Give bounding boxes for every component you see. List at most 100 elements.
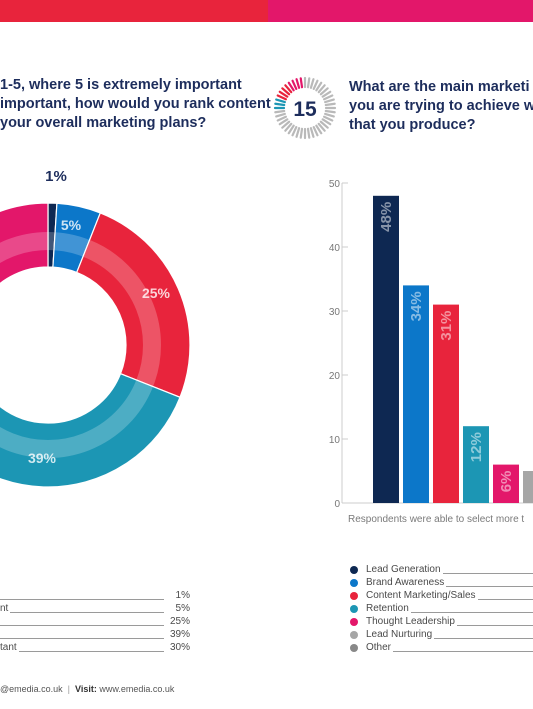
y-tick-label: 0 bbox=[334, 499, 340, 510]
badge-tick bbox=[321, 90, 332, 98]
bar bbox=[523, 471, 533, 503]
bar-legend-row: Content Marketing/Sales bbox=[350, 590, 533, 603]
y-tick-label: 30 bbox=[329, 307, 341, 318]
bar-value-label: 12% bbox=[468, 432, 485, 462]
badge-tick bbox=[309, 78, 315, 89]
donut-legend: 1% nt 5% 25% 39% tant 30% bbox=[0, 590, 190, 655]
left-question-title: 1-5, where 5 is extremely important impo… bbox=[0, 77, 271, 131]
bar-legend-swatch bbox=[350, 566, 358, 574]
bar bbox=[373, 195, 399, 504]
badge-tick bbox=[324, 98, 335, 104]
badge-tick bbox=[324, 109, 336, 114]
donut-legend-label: tant bbox=[0, 642, 19, 653]
bar-legend-label: Other bbox=[366, 642, 394, 653]
donut-slice-label: 39% bbox=[28, 450, 57, 466]
donut-legend-leader bbox=[0, 612, 164, 613]
footer-visit-label: Visit: bbox=[75, 684, 97, 694]
bar-legend-label: Brand Awareness bbox=[366, 577, 447, 588]
bar bbox=[493, 464, 519, 503]
bar-legend-swatch bbox=[350, 579, 358, 587]
bar-legend-label: Content Marketing/Sales bbox=[366, 590, 478, 601]
badge-tick-ring bbox=[273, 76, 337, 140]
badge-tick bbox=[287, 81, 295, 92]
bar-legend-row: Lead Generation bbox=[350, 564, 533, 577]
donut-chart: 1% 5% 25% 39% bbox=[0, 168, 191, 488]
badge-tick bbox=[309, 127, 315, 138]
footer-email[interactable]: @emedia.co.uk bbox=[0, 684, 63, 694]
bar-legend-label: Lead Generation bbox=[366, 564, 443, 575]
badge-tick bbox=[323, 115, 334, 122]
donut-legend-value: 39% bbox=[169, 629, 190, 640]
badge-tick bbox=[276, 115, 287, 122]
badge-tick bbox=[323, 94, 334, 101]
badge-tick bbox=[324, 112, 335, 118]
footer-separator: | bbox=[67, 684, 71, 694]
bar-legend-label: Lead Nurturing bbox=[366, 629, 435, 640]
badge-tick bbox=[319, 120, 329, 129]
donut-legend-value: 25% bbox=[169, 616, 190, 627]
badge-tick bbox=[278, 90, 289, 98]
donut-slice bbox=[0, 202, 49, 285]
donut-legend-row: 25% bbox=[0, 616, 190, 629]
donut-slice-label: 25% bbox=[142, 285, 171, 301]
bar-legend-row: Other bbox=[350, 642, 533, 655]
badge-tick bbox=[275, 98, 286, 104]
bar-legend-leader bbox=[366, 651, 533, 652]
badge-tick bbox=[299, 77, 304, 89]
donut-legend-leader bbox=[0, 651, 164, 652]
bar bbox=[433, 304, 459, 503]
donut-slice-label: 1% bbox=[45, 168, 67, 185]
badge-tick bbox=[306, 127, 311, 139]
header-bar-pink bbox=[268, 0, 533, 22]
bar-legend-row: Thought Leadership bbox=[350, 616, 533, 629]
donut-legend-leader bbox=[0, 638, 164, 639]
badge-tick bbox=[319, 87, 329, 96]
bar-value-label: 6% bbox=[498, 471, 515, 493]
badge-tick bbox=[281, 120, 291, 129]
donut-legend-label: nt bbox=[0, 603, 11, 614]
badge-tick bbox=[295, 78, 301, 89]
badge-tick bbox=[312, 79, 319, 90]
badge-tick bbox=[291, 79, 298, 90]
badge-tick bbox=[315, 81, 323, 92]
y-tick-label: 10 bbox=[329, 435, 341, 446]
bar-value-label: 31% bbox=[438, 311, 455, 341]
badge-tick bbox=[315, 124, 323, 135]
donut-legend-value: 1% bbox=[175, 590, 190, 601]
bar-legend-swatch bbox=[350, 605, 358, 613]
respondents-note: Respondents were able to select more t bbox=[348, 514, 525, 525]
badge-tick bbox=[295, 127, 301, 138]
donut-slice-label: 5% bbox=[61, 217, 82, 233]
question-number-badge: 15 bbox=[273, 76, 337, 140]
bar-value-label: 48% bbox=[378, 202, 395, 232]
header-bar-red bbox=[0, 0, 268, 22]
donut-legend-leader bbox=[0, 625, 164, 626]
badge-tick bbox=[278, 118, 289, 126]
footer: @emedia.co.uk | Visit: www.emedia.co.uk bbox=[0, 684, 174, 694]
bar-legend-swatch bbox=[350, 631, 358, 639]
footer-website-link[interactable]: www.emedia.co.uk bbox=[99, 684, 175, 694]
donut-hole bbox=[0, 267, 126, 423]
donut-legend-value: 5% bbox=[175, 603, 190, 614]
badge-tick bbox=[321, 118, 332, 126]
bar-chart: 0 10 20 30 40 50 48% 34% 31% 12% 6% bbox=[329, 179, 533, 510]
bar-legend-row: Brand Awareness bbox=[350, 577, 533, 590]
bar-legend-row: Retention bbox=[350, 603, 533, 616]
right-question-title: What are the main marketi you are trying… bbox=[349, 79, 533, 133]
y-tick-label: 50 bbox=[329, 179, 341, 190]
badge-tick bbox=[284, 84, 293, 94]
badge-number: 15 bbox=[293, 98, 317, 121]
donut-legend-row: 1% bbox=[0, 590, 190, 603]
bar bbox=[403, 285, 429, 503]
badge-tick bbox=[276, 94, 287, 101]
y-tick-label: 20 bbox=[329, 371, 341, 382]
badge-tick bbox=[287, 124, 295, 135]
donut-legend-row: 39% bbox=[0, 629, 190, 642]
bar bbox=[463, 426, 489, 503]
bar-legend-swatch bbox=[350, 592, 358, 600]
badge-tick bbox=[275, 112, 286, 118]
bar-legend-leader bbox=[366, 638, 533, 639]
donut-legend-row: nt 5% bbox=[0, 603, 190, 616]
bar-legend-row: Lead Nurturing bbox=[350, 629, 533, 642]
y-tick-label: 40 bbox=[329, 243, 341, 254]
